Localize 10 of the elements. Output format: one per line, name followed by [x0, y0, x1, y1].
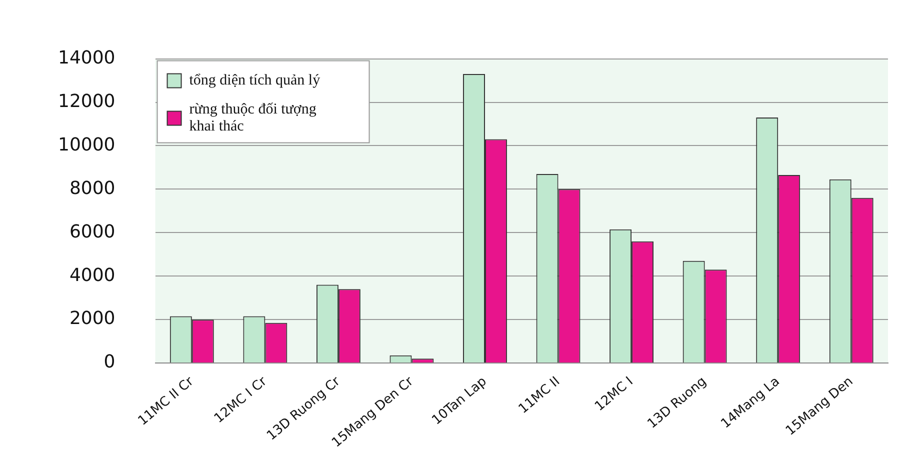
y-tick-label: 10000	[58, 134, 116, 156]
y-tick-label: 4000	[69, 264, 116, 286]
y-tick-label: 8000	[69, 178, 116, 199]
legend-label: tổng diện tích quản lý	[189, 72, 321, 89]
y-tick-label: 6000	[69, 221, 116, 242]
y-tick-label: 14000	[58, 47, 116, 68]
y-tick-label: 0	[104, 352, 116, 373]
y-tick-label: 2000	[69, 308, 116, 330]
legend-label: rừng thuộc đối tượng khai thác	[189, 102, 317, 135]
y-tick-label: 12000	[58, 90, 116, 112]
